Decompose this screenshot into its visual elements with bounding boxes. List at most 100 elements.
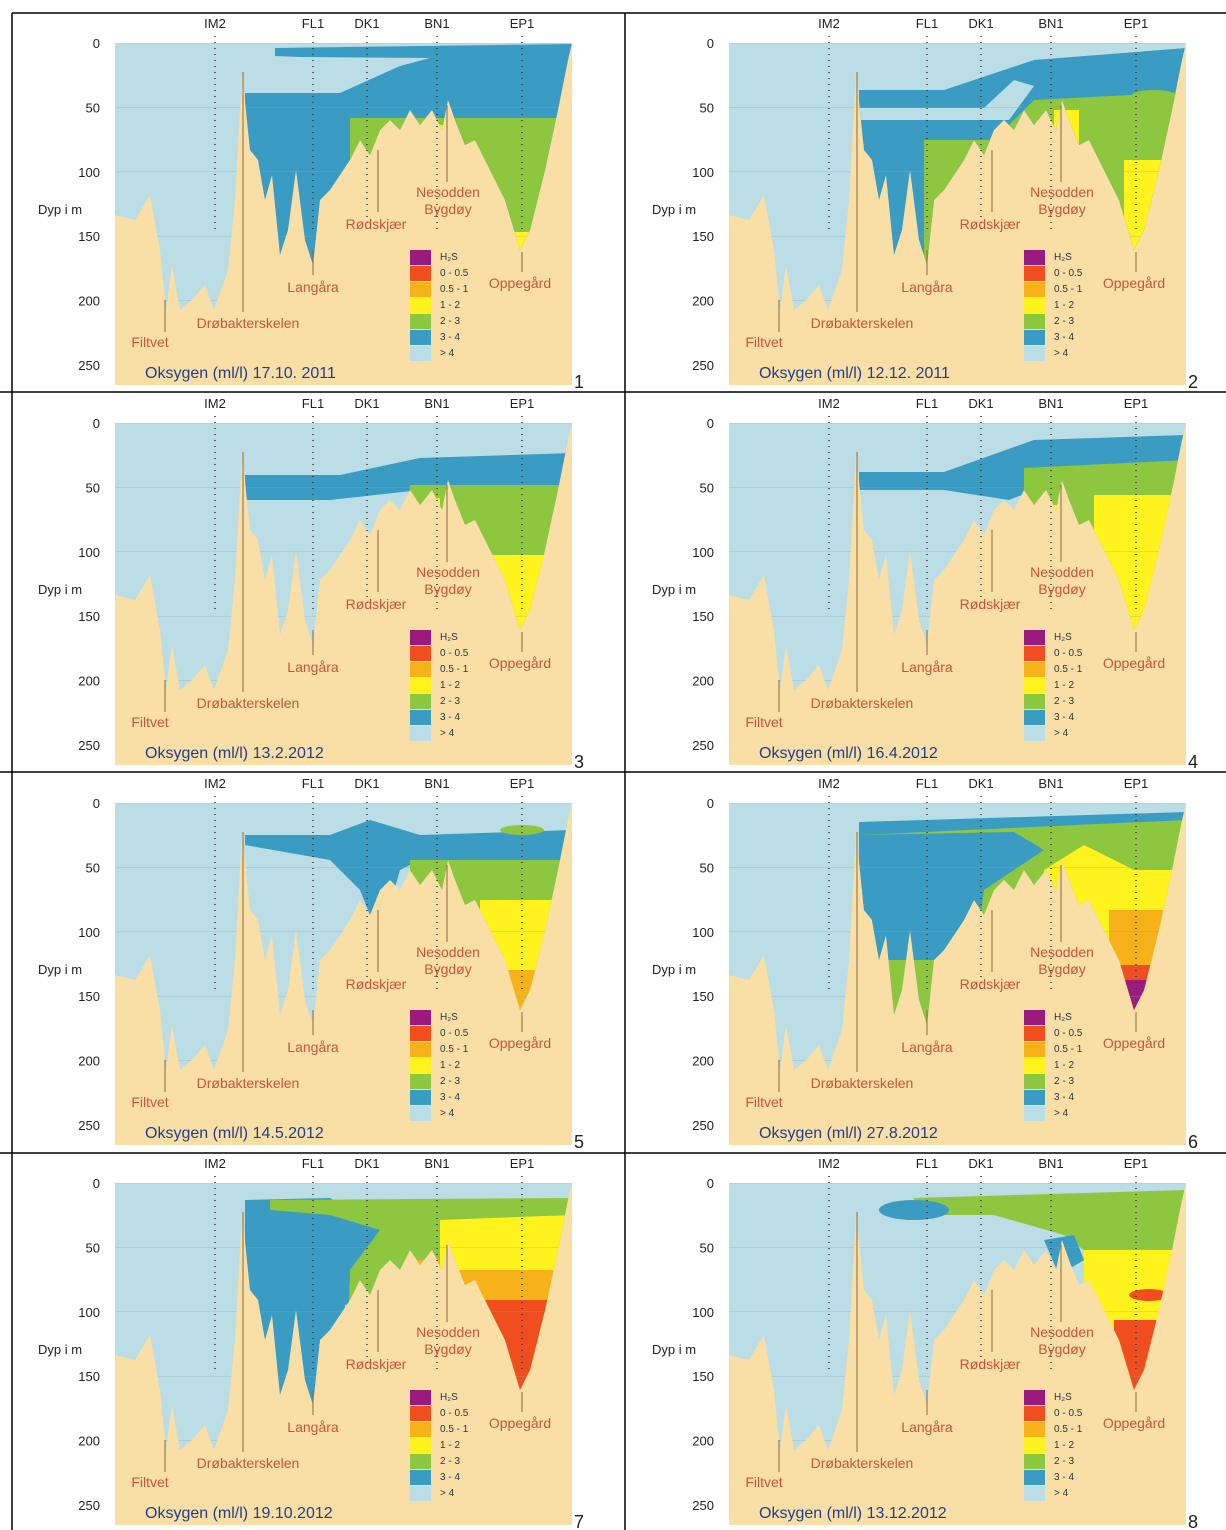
frame [0,12,1226,1530]
legend-label: 3 - 4 [1054,712,1074,723]
oxygen-layer [245,453,572,500]
panel: 0 50 100 150 200 250 Dyp i m IM2 FL1 DK1 BN1 EP1 Fil… [652,396,1198,772]
y-tick-label: 200 [692,674,714,689]
legend-swatch [1024,1058,1045,1073]
legend-label: 0.5 - 1 [440,1044,469,1055]
legend-label: 0.5 - 1 [440,1424,469,1435]
legend-swatch [1024,1090,1045,1105]
legend-label: > 4 [1054,728,1069,739]
legend-label: 1 - 2 [440,1440,460,1451]
station-label: EP1 [510,396,535,411]
legend-label: 0.5 - 1 [1054,284,1083,295]
place-label: Bygdøy [424,1341,471,1357]
place-label: Oppegård [489,1035,551,1051]
y-tick-label: 100 [692,925,714,940]
legend-label: H₂S [1054,632,1072,643]
place-label: Drøbakterskelen [811,1075,914,1091]
station-label: FL1 [302,1156,324,1171]
legend-swatch [1024,314,1045,329]
panel-title: Oksygen (ml/l) 13.12.2012 [759,1505,947,1522]
legend-label: 3 - 4 [1054,332,1074,343]
y-tick-label: 150 [78,609,100,624]
y-axis-label: Dyp i m [38,1342,82,1357]
place-label: Nesodden [1030,944,1094,960]
place-label: Rødskjær [346,976,407,992]
place-label: Rødskjær [960,216,1021,232]
legend-swatch [410,694,431,709]
legend-swatch [1024,1422,1045,1437]
legend-label: > 4 [1054,1108,1069,1119]
panel: 0 50 100 150 200 250 Dyp i m IM2 FL1 DK1 BN1 EP1 Fil… [38,1156,584,1530]
legend-swatch [1024,266,1045,281]
y-tick-label: 250 [78,738,100,753]
legend-swatch [1024,1010,1045,1025]
place-label: Bygdøy [424,961,471,977]
place-label: Nesodden [416,1324,480,1340]
legend-swatch [410,630,431,645]
legend-swatch [1024,1042,1045,1057]
y-tick-label: 100 [78,165,100,180]
station-label: EP1 [1124,16,1149,31]
oxygen-layer [245,820,572,940]
place-label: Langåra [901,659,953,675]
legend-swatch [1024,1486,1045,1501]
legend-swatch [1024,662,1045,677]
y-tick-label: 200 [692,1434,714,1449]
station-label: FL1 [302,776,324,791]
legend-label: 0.5 - 1 [1054,1044,1083,1055]
legend-label: 2 - 3 [440,1076,460,1087]
legend-swatch [1024,346,1045,361]
y-tick-label: 200 [692,294,714,309]
station-label: BN1 [1038,16,1063,31]
place-label: Oppegård [489,275,551,291]
y-tick-label: 250 [692,738,714,753]
legend-swatch [410,1090,431,1105]
legend-label: 3 - 4 [440,712,460,723]
panel-title: Oksygen (ml/l) 12.12. 2011 [759,365,950,382]
panel-number: 8 [1188,1512,1198,1530]
place-label: Bygdøy [1038,201,1085,217]
legend-label: 1 - 2 [440,680,460,691]
y-tick-label: 50 [700,100,714,115]
oxygen-layer [245,1198,380,1450]
station-label: IM2 [204,776,226,791]
legend-swatch [1024,1106,1045,1121]
y-tick-label: 0 [93,36,100,51]
panel-number: 6 [1188,1132,1198,1152]
legend-label: 2 - 3 [1054,1456,1074,1467]
legend-label: 0.5 - 1 [1054,664,1083,675]
legend-swatch [1024,298,1045,313]
legend-label: 1 - 2 [1054,300,1074,311]
place-label: Rødskjær [960,596,1021,612]
place-label: Drøbakterskelen [197,1455,300,1471]
legend-swatch [410,678,431,693]
legend-label: 2 - 3 [1054,316,1074,327]
place-label: Langåra [287,279,339,295]
station-label: DK1 [968,16,993,31]
oxygen-layer [1132,90,1176,100]
y-tick-label: 150 [692,229,714,244]
legend-label: H₂S [440,632,458,643]
panel: 0 50 100 150 200 250 Dyp i m IM2 FL1 DK1 BN1 EP1 Fil… [38,776,584,1152]
oxygen-layer [914,1190,1186,1250]
place-label: Drøbakterskelen [197,1075,300,1091]
y-tick-label: 100 [692,545,714,560]
legend-swatch [1024,678,1045,693]
oxygen-layer [859,80,1034,120]
legend-swatch [410,1074,431,1089]
place-label: Nesodden [416,944,480,960]
legend-label: 2 - 3 [440,316,460,327]
y-tick-label: 250 [78,1498,100,1513]
station-label: EP1 [1124,1156,1149,1171]
legend-label: > 4 [440,1108,455,1119]
place-label: Langåra [901,1039,953,1055]
place-label: Rødskjær [346,596,407,612]
legend-swatch [410,662,431,677]
panel: 0 50 100 150 200 250 Dyp i m IM2 FL1 DK1 BN1 EP1 Fil… [652,16,1198,392]
legend-swatch [1024,1026,1045,1041]
station-label: BN1 [1038,1156,1063,1171]
station-label: DK1 [968,1156,993,1171]
legend-swatch [1024,1406,1045,1421]
legend-label: 0 - 0.5 [440,268,469,279]
legend-swatch [410,1042,431,1057]
